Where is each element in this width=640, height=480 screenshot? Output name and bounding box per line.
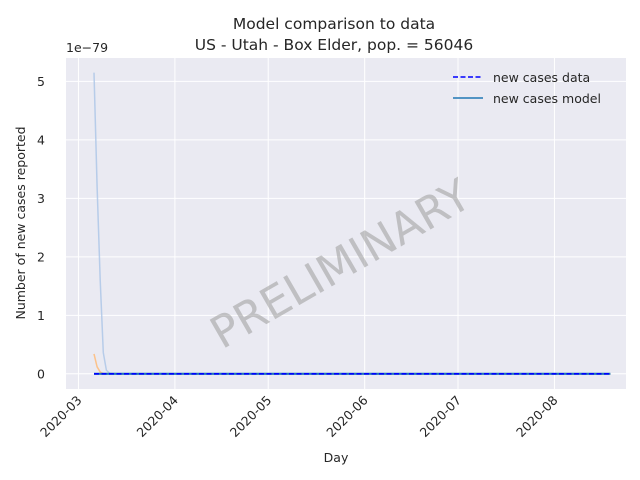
x-axis-label: Day [324, 450, 349, 465]
x-tick-label: 2020-06 [323, 392, 371, 440]
chart-subtitle: US - Utah - Box Elder, pop. = 56046 [195, 36, 474, 54]
x-tick-label: 2020-07 [417, 393, 465, 441]
plot-background [66, 58, 626, 389]
x-tick-label: 2020-08 [513, 392, 561, 440]
y-offset-label: 1e−79 [66, 40, 108, 55]
y-tick-label: 1 [37, 308, 45, 323]
x-tick-labels: 2020-03 2020-04 2020-05 2020-06 2020-07 2020-… [37, 392, 561, 440]
y-tick-label: 5 [37, 74, 45, 89]
x-tick-label: 2020-04 [133, 392, 181, 440]
legend-label-data: new cases data [493, 70, 590, 85]
y-tick-label: 0 [37, 366, 45, 381]
y-tick-labels: 0 1 2 3 4 5 [37, 74, 45, 381]
y-tick-label: 4 [37, 132, 45, 147]
y-axis-label: Number of new cases reported [13, 126, 28, 319]
legend-label-model: new cases model [493, 91, 601, 106]
x-tick-label: 2020-05 [227, 393, 275, 441]
series-layer [93, 72, 611, 375]
legend: new cases data new cases model [453, 70, 601, 106]
y-tick-label: 3 [37, 191, 45, 206]
chart-title: Model comparison to data [233, 15, 435, 33]
y-tick-label: 2 [37, 249, 45, 264]
x-tick-label: 2020-03 [37, 393, 85, 441]
